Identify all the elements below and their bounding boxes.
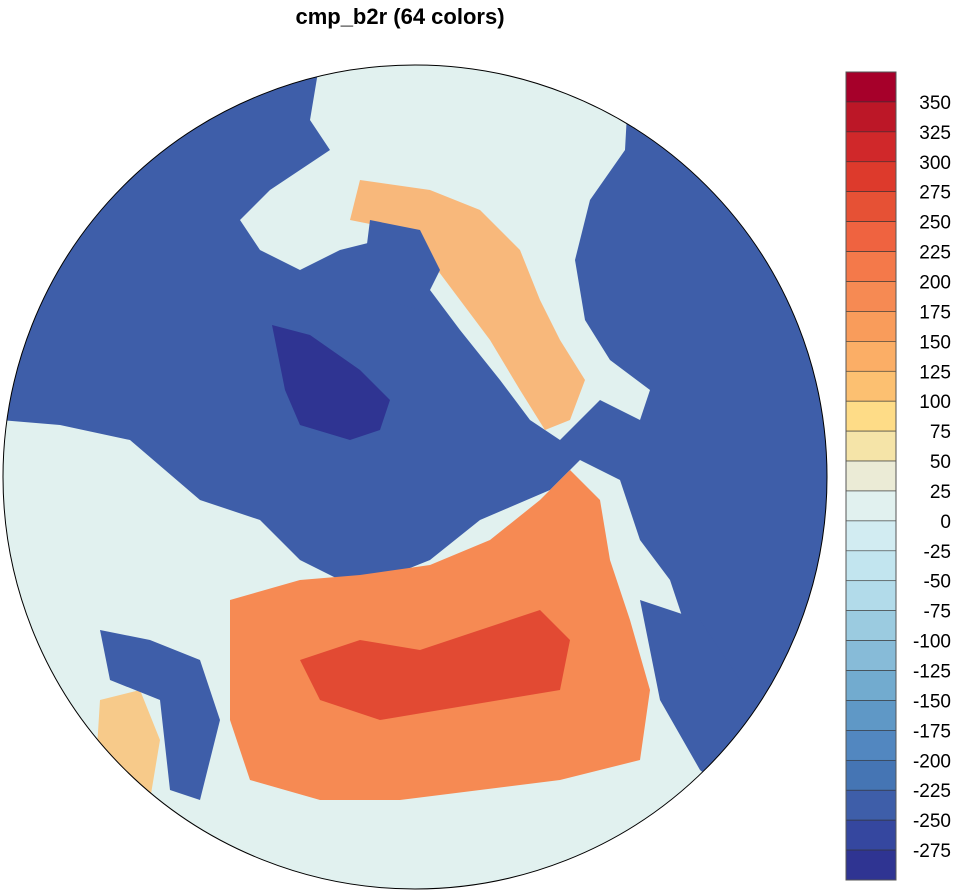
colorbar-box	[845, 580, 897, 611]
colorbar-box	[845, 460, 897, 492]
colorbar-label: 0	[940, 512, 951, 533]
colorbar-box	[845, 311, 897, 342]
colorbar-label: -100	[913, 632, 951, 653]
colorbar-label: 275	[919, 183, 951, 204]
colorbar-box	[845, 670, 897, 701]
colorbar-label: 225	[919, 243, 951, 264]
colorbar-label: 75	[930, 422, 951, 443]
colorbar-label: -150	[913, 691, 951, 712]
colorbar-label: 250	[919, 213, 951, 234]
colorbar-box	[845, 71, 897, 103]
land-greenland	[272, 325, 390, 440]
colorbar-label: 200	[919, 272, 951, 293]
colorbar-box	[845, 161, 897, 193]
colorbar-label: 350	[919, 93, 951, 114]
colorbar-label: -125	[913, 662, 951, 683]
colorbar-label: -250	[913, 811, 951, 832]
map-border	[2, 64, 828, 890]
colorbar-label: 150	[919, 332, 951, 353]
land-siberia-hot	[300, 610, 570, 720]
colorbar-box	[845, 520, 897, 552]
colorbar-box	[845, 849, 897, 881]
colorbar-box	[845, 400, 897, 432]
colorbar-label: 100	[919, 392, 951, 413]
sea-baltic	[100, 630, 220, 800]
colorbar-box	[845, 490, 897, 522]
colorbar-label: 125	[919, 362, 951, 383]
colorbar-label: 175	[919, 302, 951, 323]
colorbar-label: -50	[924, 572, 951, 593]
plot-title: cmp_b2r (64 colors)	[295, 4, 505, 29]
colorbar-label: -175	[913, 721, 951, 742]
colorbar-label: -225	[913, 781, 951, 802]
colorbar-box	[845, 759, 897, 791]
colorbar-label: -75	[924, 602, 951, 623]
colorbar-box	[845, 101, 897, 133]
colorbar-box	[845, 191, 897, 222]
colorbar-label: -275	[913, 841, 951, 862]
colorbar-box	[845, 789, 897, 821]
polar-map	[2, 64, 828, 890]
colorbar-label: 25	[930, 482, 951, 503]
colorbar-box	[845, 251, 897, 282]
colorbar-label: -25	[924, 542, 951, 563]
colorbar-label: -200	[913, 751, 951, 772]
colorbar-box	[845, 370, 897, 402]
colorbar-box	[845, 281, 897, 312]
land-na-warm	[350, 180, 585, 430]
colorbar-box	[845, 700, 897, 731]
colorbar-label: 300	[919, 153, 951, 174]
colorbar-box	[845, 341, 897, 372]
colorbar-box	[845, 221, 897, 252]
colorbar-box	[845, 430, 897, 462]
colorbar-box	[845, 610, 897, 641]
colorbar-box	[845, 131, 897, 163]
colorbar-box	[845, 730, 897, 761]
colorbar-box	[845, 640, 897, 671]
colorbar-label: 325	[919, 123, 951, 144]
land-siberia-warm	[230, 470, 650, 800]
colorbar-box	[845, 550, 897, 582]
colorbar-box	[845, 819, 897, 851]
hudson-bay	[365, 220, 440, 310]
colorbar-label: 50	[930, 452, 951, 473]
colorbar-frame	[845, 71, 897, 881]
